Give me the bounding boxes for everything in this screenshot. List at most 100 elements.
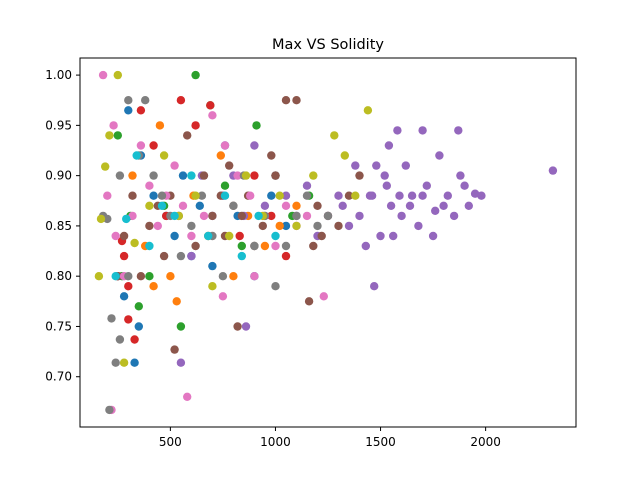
y-tick-label: 0.75 [45,319,72,333]
scatter-point [250,272,259,281]
scatter-point [275,221,284,231]
scatter-point [229,201,238,210]
scatter-point [292,201,301,210]
scatter-point [302,191,312,200]
scatter-point [136,106,146,115]
scatter-point [401,161,410,170]
scatter-point [124,96,133,105]
scatter-point [233,171,242,180]
scatter-point [384,141,394,150]
scatter-point [449,211,459,221]
scatter-point [393,126,402,135]
scatter-point [94,272,104,281]
scatter-point [220,191,230,200]
plot-frame [79,57,577,428]
scatter-point [330,131,339,140]
scatter-point [477,191,486,200]
y-tick-label: 0.80 [45,269,72,283]
scatter-point [456,171,465,180]
scatter-point [418,126,427,135]
scatter-point [309,171,318,180]
scatter-point [376,231,385,241]
scatter-point [355,171,364,180]
scatter-point [191,121,200,130]
scatter-point [258,221,267,231]
scatter-point [372,161,381,170]
scatter-point [145,241,154,251]
scatter-point [313,201,322,210]
x-tick-label: 500 [159,435,182,449]
scatter-point [246,191,255,200]
scatter-point [271,282,280,291]
y-tick-label: 0.85 [45,219,72,233]
scatter-point [145,201,154,210]
scatter-point [216,151,225,160]
scatter-point [176,322,186,331]
scatter-point [115,335,125,344]
scatter-point [275,191,284,200]
scatter-point [281,96,291,105]
scatter-point [187,221,196,231]
scatter-point [382,181,391,190]
scatter-point [191,70,200,80]
scatter-point [157,201,167,210]
scatter-point [124,106,133,115]
scatter-point [176,251,186,261]
scatter-point [334,221,343,231]
scatter-point [229,272,238,281]
scatter-point [292,96,301,105]
scatter-point [178,201,188,210]
scatter-point [250,241,259,251]
points-layer [94,70,558,415]
scatter-point [428,231,438,241]
scatter-point [187,171,196,180]
scatter-point [464,201,473,210]
scatter-point [159,151,169,160]
scatter-point [119,231,129,241]
scatter-point [237,241,246,251]
scatter-point [208,282,217,291]
scatter-point [170,345,179,354]
scatter-point [119,251,129,261]
scatter-point [113,131,123,140]
scatter-point [220,141,230,150]
scatter-point [225,231,234,241]
scatter-point [340,151,349,160]
scatter-point [439,201,448,210]
scatter-point [435,151,444,160]
scatter-point [178,171,188,180]
scatter-point [397,211,406,221]
scatter-point [302,211,312,221]
scatter-point [386,201,396,210]
scatter-point [292,211,301,221]
scatter-point [132,151,141,160]
scatter-point [206,101,215,110]
scatter-point [281,201,291,210]
scatter-point [443,191,452,200]
scatter-point [199,211,209,221]
scatter-point [454,126,463,135]
scatter-point [351,191,360,200]
scatter-point [134,302,143,311]
scatter-point [319,292,328,301]
scatter-point [199,171,209,180]
scatter-point [317,231,326,241]
scatter-point [113,70,123,80]
scatter-point [159,251,169,261]
scatter-point [166,272,175,281]
scatter-point [191,191,200,200]
scatter-point [105,405,114,415]
scatter-point [187,251,196,261]
scatter-point [380,171,389,180]
scatter-point [204,231,213,241]
scatter-point [134,322,143,331]
scatter-point [292,221,301,231]
chart-title: Max VS Solidity [272,37,384,53]
scatter-point [252,121,261,130]
x-tick-label: 2000 [470,435,501,449]
scatter-point [370,282,379,291]
scatter-point [111,231,120,241]
scatter-point [145,272,154,281]
scatter-point [124,282,133,291]
scatter-point [260,241,270,251]
